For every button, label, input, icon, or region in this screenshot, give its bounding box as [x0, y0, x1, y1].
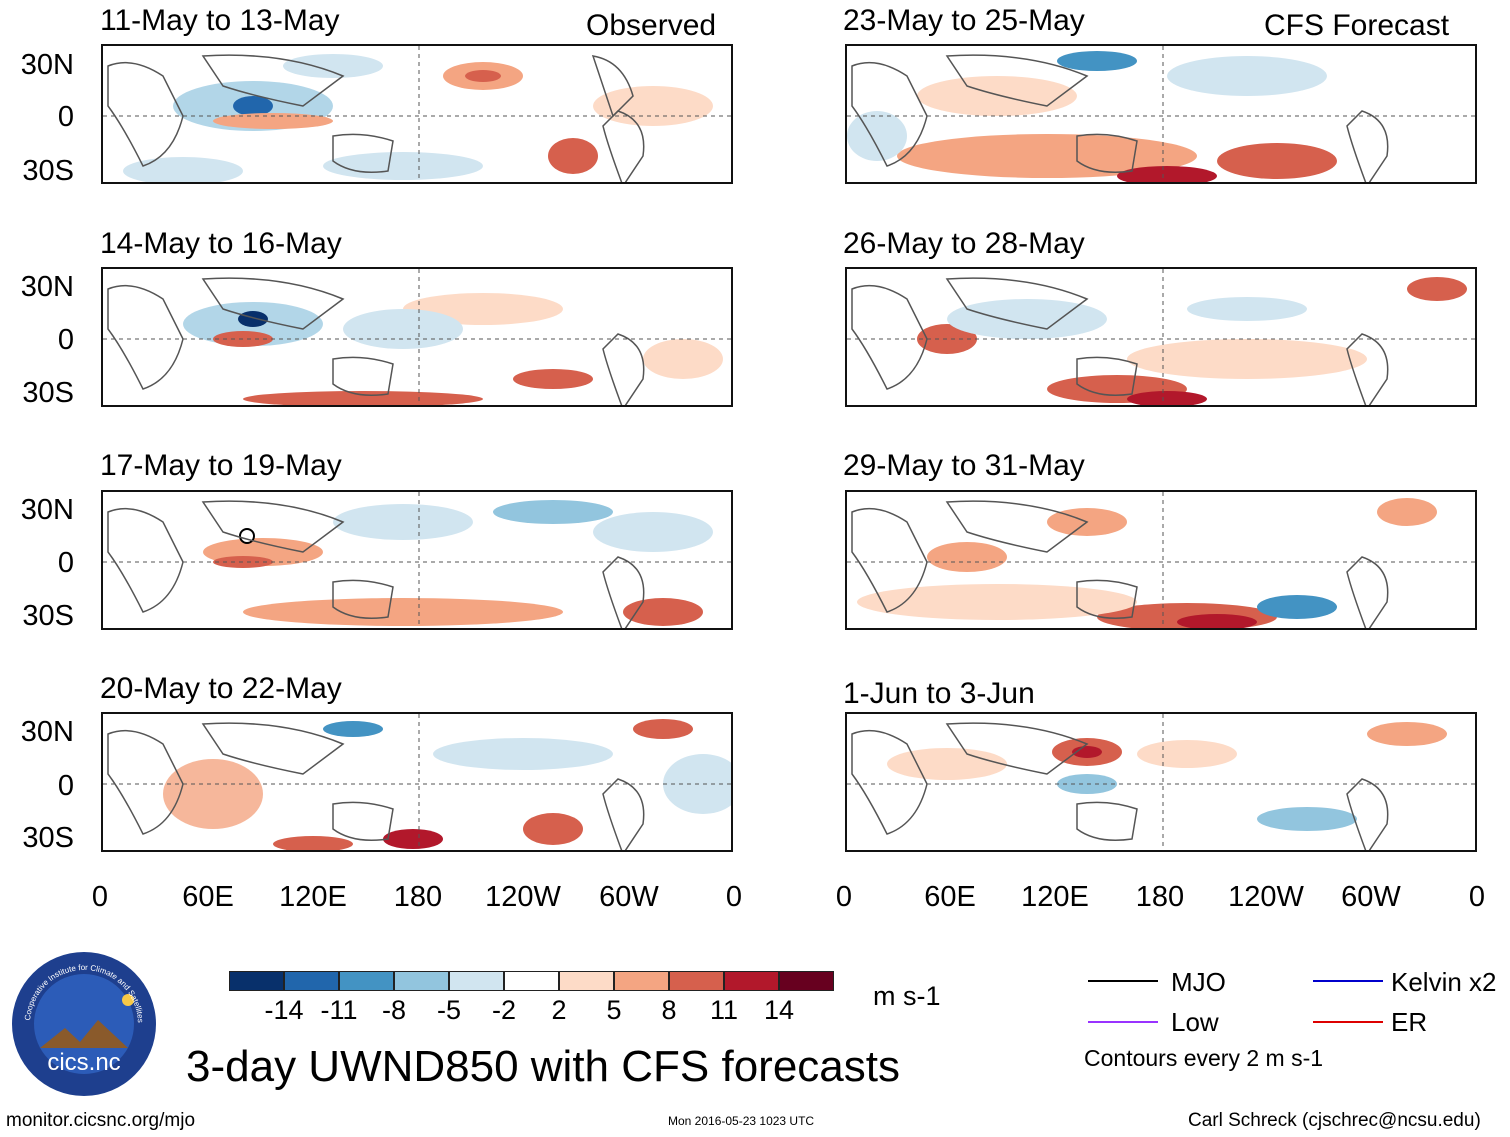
lon-label-left-120w: 120W — [485, 881, 561, 913]
legend-line-kelvin — [1313, 980, 1383, 982]
legend-label-er: ER — [1391, 1007, 1428, 1037]
lon-label-left-180: 180 — [393, 881, 443, 913]
map-field — [847, 714, 1475, 850]
colorbar-tick-label: -11 — [320, 995, 358, 1025]
map-field — [103, 492, 731, 628]
source-url: monitor.cicsnc.org/mjo — [6, 1110, 196, 1131]
map-field — [847, 46, 1475, 182]
lon-label-right-0: 0 — [835, 881, 853, 913]
lon-label-left-end: 0 — [725, 881, 743, 913]
panel-title-fc-1: 23-May to 25-May — [843, 4, 1085, 37]
map-panel-fc-4 — [845, 712, 1477, 852]
lon-label-left-0: 0 — [91, 881, 109, 913]
legend-label-mjo: MJO — [1171, 967, 1226, 997]
logo-name: cics.nc — [47, 1049, 120, 1076]
colorbar-segment — [339, 971, 394, 991]
legend-label-low: Low — [1171, 1007, 1219, 1037]
colorbar-tick-label: 2 — [551, 995, 567, 1025]
lat-label-30n: 30N — [20, 716, 74, 748]
observed-label: Observed — [586, 9, 717, 42]
legend-line-mjo — [1088, 980, 1158, 982]
colorbar-segment — [779, 971, 834, 991]
colorbar-segment — [559, 971, 614, 991]
colorbar-tick-label: -8 — [381, 995, 406, 1025]
map-panel-obs-1 — [101, 44, 733, 184]
panel-title-fc-3: 29-May to 31-May — [843, 449, 1085, 482]
lon-label-left-120e: 120E — [279, 881, 347, 913]
map-panel-obs-2 — [101, 267, 733, 407]
forecast-label: CFS Forecast — [1264, 9, 1450, 42]
panel-title-obs-3: 17-May to 19-May — [100, 449, 342, 482]
lat-label-30s: 30S — [22, 600, 74, 632]
lon-label-left-60e: 60E — [182, 881, 234, 913]
colorbar-tick-label: -5 — [436, 995, 461, 1025]
lat-label-30n: 30N — [20, 494, 74, 526]
colorbar-tick-label: 14 — [763, 995, 795, 1025]
colorbar-tick-label: 8 — [661, 995, 677, 1025]
colorbar-segment — [394, 971, 449, 991]
map-panel-fc-3 — [845, 490, 1477, 630]
lon-label-right-120e: 120E — [1021, 881, 1089, 913]
lon-label-right-end: 0 — [1468, 881, 1486, 913]
colorbar-segment — [614, 971, 669, 991]
lat-label-30s: 30S — [22, 377, 74, 409]
panel-title-obs-1: 11-May to 13-May — [100, 4, 340, 37]
lat-label-30s: 30S — [22, 822, 74, 854]
colorbar-tick-label: -2 — [491, 995, 516, 1025]
legend-line-er — [1313, 1021, 1383, 1023]
colorbar-segment — [504, 971, 559, 991]
lat-label-30n: 30N — [20, 49, 74, 81]
cics-logo: Cooperative Institute for Climate and Sa… — [10, 950, 158, 1098]
lat-label-eq: 0 — [57, 547, 74, 579]
colorbar-segment — [284, 971, 339, 991]
lat-label-30n: 30N — [20, 271, 74, 303]
legend-label-kelvin: Kelvin x2 — [1391, 967, 1497, 997]
colorbar-tick-label: 5 — [606, 995, 622, 1025]
map-field — [103, 269, 731, 405]
lat-label-30s: 30S — [22, 155, 74, 187]
main-title: 3-day UWND850 with CFS forecasts — [186, 1042, 900, 1091]
colorbar-tick-label: -14 — [264, 995, 304, 1025]
colorbar-segment — [669, 971, 724, 991]
author-credit: Carl Schreck (cjschrec@ncsu.edu) — [1188, 1110, 1481, 1131]
panel-title-obs-2: 14-May to 16-May — [100, 227, 342, 260]
lon-label-right-120w: 120W — [1228, 881, 1304, 913]
lon-label-right-60w: 60W — [1341, 881, 1401, 913]
lon-label-right-180: 180 — [1135, 881, 1185, 913]
panel-title-fc-2: 26-May to 28-May — [843, 227, 1085, 260]
map-field — [103, 714, 731, 850]
lat-label-eq: 0 — [57, 101, 74, 133]
lat-label-eq: 0 — [57, 324, 74, 356]
panel-title-obs-4: 20-May to 22-May — [100, 672, 342, 705]
colorbar-units: m s-1 — [873, 981, 941, 1011]
map-field — [847, 492, 1475, 628]
legend-line-low — [1088, 1021, 1158, 1023]
timestamp: Mon 2016-05-23 1023 UTC — [668, 1114, 815, 1128]
lon-label-right-60e: 60E — [924, 881, 976, 913]
lon-label-left-60w: 60W — [599, 881, 659, 913]
map-field — [847, 269, 1475, 405]
colorbar-segment — [724, 971, 779, 991]
map-panel-obs-3 — [101, 490, 733, 630]
map-field — [103, 46, 731, 182]
colorbar-tick-label: 11 — [709, 995, 739, 1025]
lat-label-eq: 0 — [57, 770, 74, 802]
map-panel-obs-4 — [101, 712, 733, 852]
colorbar-segment — [449, 971, 504, 991]
map-panel-fc-1 — [845, 44, 1477, 184]
map-panel-fc-2 — [845, 267, 1477, 407]
panel-title-fc-4: 1-Jun to 3-Jun — [843, 677, 1035, 710]
colorbar-segment — [229, 971, 284, 991]
contour-note: Contours every 2 m s-1 — [1084, 1045, 1324, 1071]
